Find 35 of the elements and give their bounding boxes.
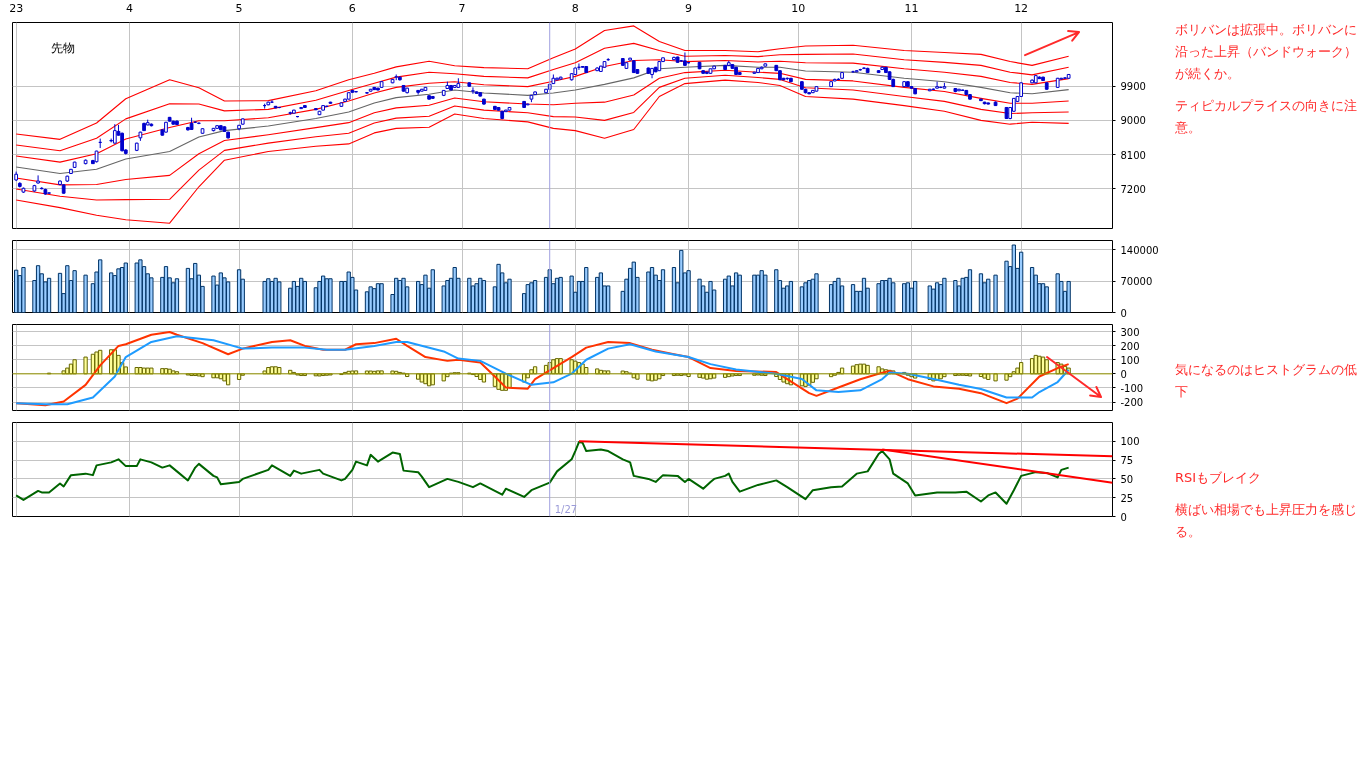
y-tick-label: 140000 [1120,244,1159,256]
x-tick-label: 5 [235,1,243,15]
text: 横ばい相場でも上昇圧力を感じる。 [1175,501,1358,542]
x-tick-label: 6 [348,1,356,15]
y-tick-label: 25 [1120,492,1134,504]
x-tick-label: 12 [1014,1,1029,15]
annotation: 1/27 [554,504,578,515]
y-tick-label: 0 [1120,368,1127,380]
y-tick-label: 0 [1120,307,1127,319]
y-tick-label: 100 [1120,354,1140,366]
y-tick-label: 9900 [1120,81,1146,93]
x-tick-label: 9 [685,1,693,15]
y-tick-label: 75 [1120,455,1134,467]
y-tick-label: 300 [1120,326,1140,338]
y-tick-label: 9000 [1120,115,1146,127]
text: ティピカルプライスの向きに注意。 [1175,97,1358,138]
y-tick-label: -200 [1120,397,1144,409]
text: 気になるのはヒストグラムの低下 [1175,361,1358,402]
text: 先物 [51,41,75,56]
y-tick-label: 70000 [1120,276,1153,287]
y-tick-label: 0 [1120,511,1127,523]
text: RSIもブレイク [1175,469,1263,487]
y-tick-label: -100 [1120,382,1144,394]
y-tick-label: 200 [1120,340,1140,352]
x-tick-label: 11 [904,1,919,15]
y-tick-label: 50 [1120,473,1134,485]
x-tick-label: 8 [571,1,579,15]
x-tick-label: 4 [125,1,133,15]
text: ボリバンは拡張中。ボリバンに沿った上昇（バンドウォーク）が続くか。 [1175,21,1358,84]
x-tick-label: 7 [458,1,466,15]
y-tick-label: 8100 [1120,149,1146,161]
x-tick-label: 23 [9,1,24,15]
x-tick-label: 10 [791,1,806,15]
y-tick-label: 100 [1120,436,1140,448]
y-tick-label: 7200 [1120,183,1146,195]
